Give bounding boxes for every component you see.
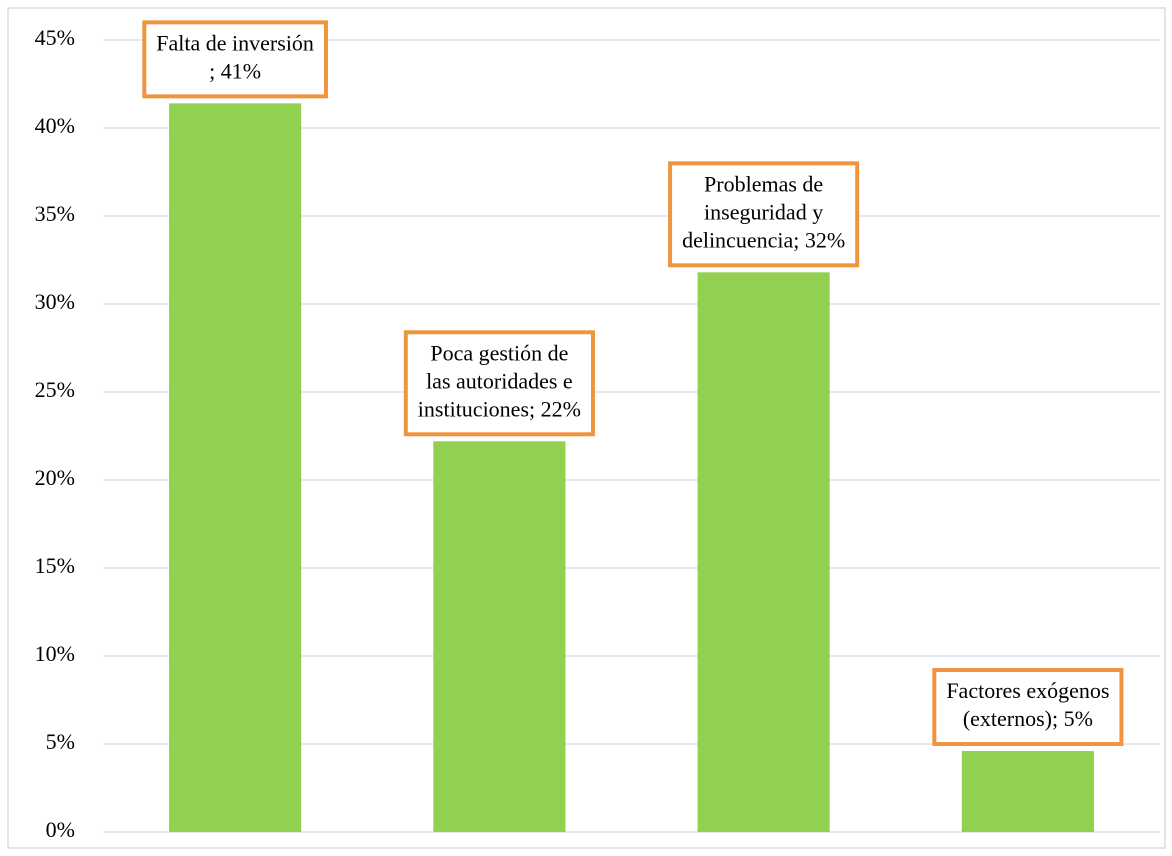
data-label-box — [142, 20, 328, 99]
data-label-box — [403, 330, 595, 437]
y-tick-label: 35% — [35, 201, 75, 226]
bar — [169, 103, 302, 833]
data-label: Falta de inversión — [156, 30, 314, 55]
data-label: (externos); 5% — [963, 706, 1093, 731]
data-label: las autoridades e — [426, 368, 573, 393]
data-label: ; 41% — [209, 58, 261, 83]
y-tick-label: 20% — [35, 465, 75, 490]
y-tick-label: 5% — [46, 729, 75, 754]
data-label-box — [668, 161, 860, 268]
bar — [697, 272, 830, 832]
bar — [433, 441, 566, 832]
y-tick-label: 30% — [35, 289, 75, 314]
data-label: Poca gestión de — [430, 340, 568, 365]
y-tick-label: 10% — [35, 641, 75, 666]
y-tick-label: 40% — [35, 113, 75, 138]
data-label-box — [932, 668, 1124, 747]
y-tick-label: 15% — [35, 553, 75, 578]
y-tick-label: 0% — [46, 817, 75, 842]
data-label: delincuencia; 32% — [682, 227, 845, 252]
y-tick-label: 45% — [35, 25, 75, 50]
data-label: Factores exógenos — [946, 678, 1109, 703]
bar — [961, 751, 1094, 832]
y-tick-label: 25% — [35, 377, 75, 402]
data-label: inseguridad y — [704, 199, 823, 224]
data-label: Problemas de — [704, 171, 823, 196]
data-label: instituciones; 22% — [418, 396, 581, 421]
